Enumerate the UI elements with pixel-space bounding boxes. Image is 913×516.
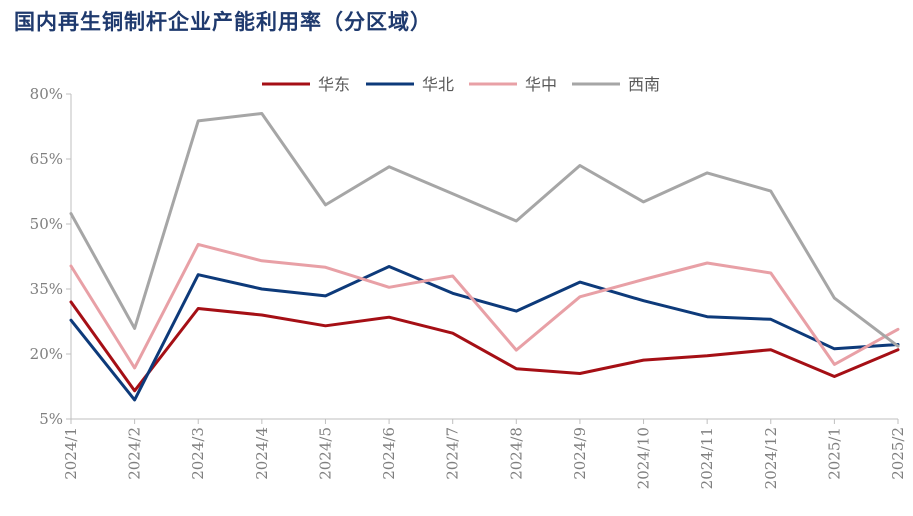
x-tick-label: 2024/8 [507,427,525,480]
legend-label: 华中 [525,75,557,94]
x-tick-label: 2024/11 [698,427,716,489]
x-tick-label: 2024/2 [126,427,144,480]
x-tick-label: 2024/9 [571,427,589,480]
x-tick-label: 2024/12 [762,427,780,489]
y-tick-label: 65% [30,150,63,168]
series-line-华中 [69,242,900,370]
legend-label: 西南 [628,75,660,94]
x-tick-label: 2024/7 [444,427,462,480]
x-tick-label: 2024/10 [635,427,653,489]
x-tick-label: 2024/6 [380,427,398,480]
legend-label: 华东 [318,75,350,94]
x-tick-label: 2025/2 [889,427,907,480]
x-tick-label: 2025/1 [825,427,843,480]
legend-label: 华北 [422,75,454,94]
x-tick-label: 2024/1 [62,427,80,480]
legend: 华东 华北 华中 西南 [262,75,660,94]
x-tick-label: 2024/3 [189,427,207,480]
y-tick-label: 50% [30,215,63,233]
axes: 5% 20% 35% 50% 65% 80% 2024/1 2024/2 2024/3 2024/… [30,85,907,489]
x-tick-label: 2024/5 [316,427,334,480]
y-tick-label: 35% [30,280,63,298]
series-line-华东 [69,300,900,393]
x-tick-label: 2024/4 [253,427,271,480]
series-layer [69,112,900,402]
series-line-西南 [69,112,900,348]
y-tick-label: 5% [39,410,63,428]
y-tick-label: 80% [30,85,63,103]
chart-title: 国内再生铜制杆企业产能利用率（分区域） [14,10,432,34]
y-tick-label: 20% [30,345,63,363]
series-line-华北 [69,265,900,402]
